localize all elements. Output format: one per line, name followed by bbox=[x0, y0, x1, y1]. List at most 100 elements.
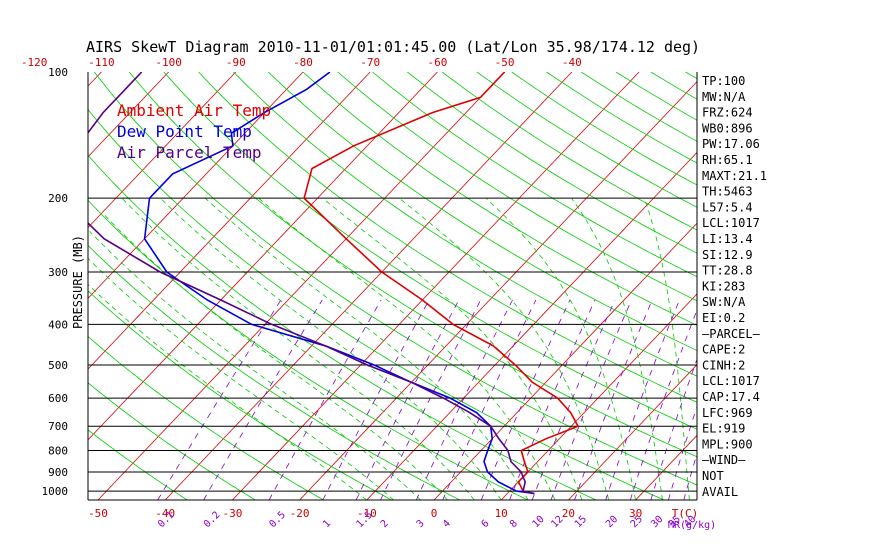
pressure-tick-label: 700 bbox=[48, 420, 68, 433]
chart-title: AIRS SkewT Diagram 2010-11-01/01:01:45.0… bbox=[86, 38, 700, 56]
dry-adiabat-line bbox=[511, 72, 697, 186]
series-dew-point-temp bbox=[143, 72, 535, 495]
isotherm-line bbox=[568, 364, 697, 500]
top-temp-tick-label: -80 bbox=[293, 56, 313, 69]
pressure-tick-label: 300 bbox=[48, 266, 68, 279]
mixing-ratio-line bbox=[550, 299, 632, 500]
series-air-parcel-temp bbox=[88, 72, 535, 495]
isotherm-line bbox=[88, 72, 169, 158]
pressure-tick-label: 500 bbox=[48, 359, 68, 372]
mixing-ratio-line bbox=[509, 299, 596, 500]
dry-adiabat-line bbox=[233, 72, 697, 377]
stat-item: TT:28.8 bbox=[702, 264, 753, 278]
dry-adiabat-line bbox=[163, 72, 697, 430]
dry-adiabat-line bbox=[441, 72, 697, 231]
bottom-temp-tick-label: 20 bbox=[562, 507, 575, 520]
stat-item: CINH:2 bbox=[702, 358, 745, 372]
isotherm-line bbox=[88, 72, 438, 441]
dry-adiabat-line bbox=[88, 154, 597, 500]
stat-item: PW:17.06 bbox=[702, 137, 760, 151]
dry-adiabat-line bbox=[302, 72, 697, 326]
moist-adiabat-line bbox=[571, 197, 663, 500]
stat-item: AVAIL bbox=[702, 485, 738, 499]
mixing-ratio-line bbox=[605, 299, 680, 500]
legend-entry: Air Parcel Temp bbox=[117, 143, 262, 162]
mixing-ratio-line bbox=[442, 299, 537, 500]
stat-item: TP:100 bbox=[702, 74, 745, 88]
isotherm-line bbox=[433, 222, 697, 500]
dry-adiabat-line bbox=[88, 335, 324, 500]
pressure-tick-label: 400 bbox=[48, 318, 68, 331]
dry-adiabat-line bbox=[88, 382, 256, 500]
mixing-ratio-tick-label: 8 bbox=[508, 518, 520, 530]
mixing-ratio-tick-label: 20 bbox=[604, 514, 620, 530]
top-temp-tick-label: -110 bbox=[88, 56, 115, 69]
stat-item: L57:5.4 bbox=[702, 200, 753, 214]
moist-adiabat-line bbox=[104, 215, 448, 500]
top-temp-tick-label: -70 bbox=[360, 56, 380, 69]
top-temp-tick-label: -100 bbox=[155, 56, 182, 69]
series-ambient-air-temp bbox=[303, 72, 580, 495]
isotherm-line bbox=[500, 293, 697, 500]
moist-adiabat-line bbox=[88, 283, 368, 500]
stat-item: WB0:896 bbox=[702, 121, 753, 135]
isotherm-line bbox=[97, 72, 505, 500]
bottom-temp-tick-label: 30 bbox=[629, 507, 642, 520]
top-temp-tick-label: -50 bbox=[495, 56, 515, 69]
pressure-tick-label: 200 bbox=[48, 192, 68, 205]
stat-item: MW:N/A bbox=[702, 90, 746, 104]
moist-adiabat-line bbox=[88, 257, 394, 500]
moist-adiabat-line bbox=[322, 197, 583, 500]
top-temp-tick-label: -60 bbox=[427, 56, 447, 69]
dry-adiabat-line bbox=[88, 199, 529, 500]
isotherm-line bbox=[0, 72, 34, 500]
dry-adiabat-line bbox=[198, 72, 697, 403]
mixing-ratio-line bbox=[629, 309, 697, 500]
stat-item: CAPE:2 bbox=[702, 343, 745, 357]
isotherm-line bbox=[299, 81, 697, 500]
stat-item: MPL:900 bbox=[702, 437, 753, 451]
bottom-temp-tick-label: 10 bbox=[495, 507, 508, 520]
mixing-ratio-tick-label: 1 bbox=[321, 518, 333, 530]
dry-adiabat-line bbox=[88, 244, 460, 500]
bottom-temp-tick-label: -40 bbox=[155, 507, 175, 520]
pressure-tick-label: 600 bbox=[48, 392, 68, 405]
mixing-ratio-line bbox=[203, 299, 323, 500]
stat-item: NOT bbox=[702, 469, 724, 483]
stat-item: LI:13.4 bbox=[702, 232, 753, 246]
isotherm-line bbox=[88, 72, 102, 87]
stat-item: LFC:969 bbox=[702, 406, 753, 420]
top-temp-tick-label: -40 bbox=[562, 56, 582, 69]
stat-item: LCL:1017 bbox=[702, 216, 760, 230]
mixing-ratio-tick-label: 0.5 bbox=[267, 510, 288, 531]
legend-entry: Dew Point Temp bbox=[117, 122, 252, 141]
isobar-layer bbox=[88, 197, 697, 492]
bottom-temp-tick-label: -20 bbox=[290, 507, 310, 520]
isotherm-line bbox=[88, 72, 237, 229]
mixing-ratio-line bbox=[157, 299, 282, 500]
moist-adiabat-line bbox=[643, 198, 690, 500]
temp-unit-label: T(C) bbox=[672, 507, 699, 520]
legend: Ambient Air Temp Dew Point Temp Air Parcel… bbox=[117, 101, 271, 162]
isotherm-line bbox=[88, 72, 371, 370]
dry-adiabat-line bbox=[372, 72, 697, 278]
pressure-tick-label: 900 bbox=[48, 466, 68, 479]
stat-item: —WIND— bbox=[702, 453, 746, 467]
mixing-ratio-line bbox=[355, 299, 460, 500]
grid-layer bbox=[0, 72, 870, 500]
stat-item: TH:5463 bbox=[702, 185, 753, 199]
stat-item: KI:283 bbox=[702, 279, 745, 293]
mixing-ratio-tick-label: 0.2 bbox=[202, 510, 223, 531]
pressure-tick-label: 1000 bbox=[42, 485, 69, 498]
dry-adiabat-line bbox=[88, 290, 392, 500]
mixing-ratio-line bbox=[480, 299, 571, 500]
dry-adiabat-line bbox=[93, 72, 697, 486]
stat-item: MAXT:21.1 bbox=[702, 169, 767, 183]
moist-adiabat-line bbox=[485, 197, 636, 500]
dry-adiabat-line bbox=[755, 72, 870, 500]
bottom-temp-tick-label: -30 bbox=[222, 507, 242, 520]
isotherm-line bbox=[88, 72, 304, 299]
bottom-temp-tick-label: -50 bbox=[88, 507, 108, 520]
